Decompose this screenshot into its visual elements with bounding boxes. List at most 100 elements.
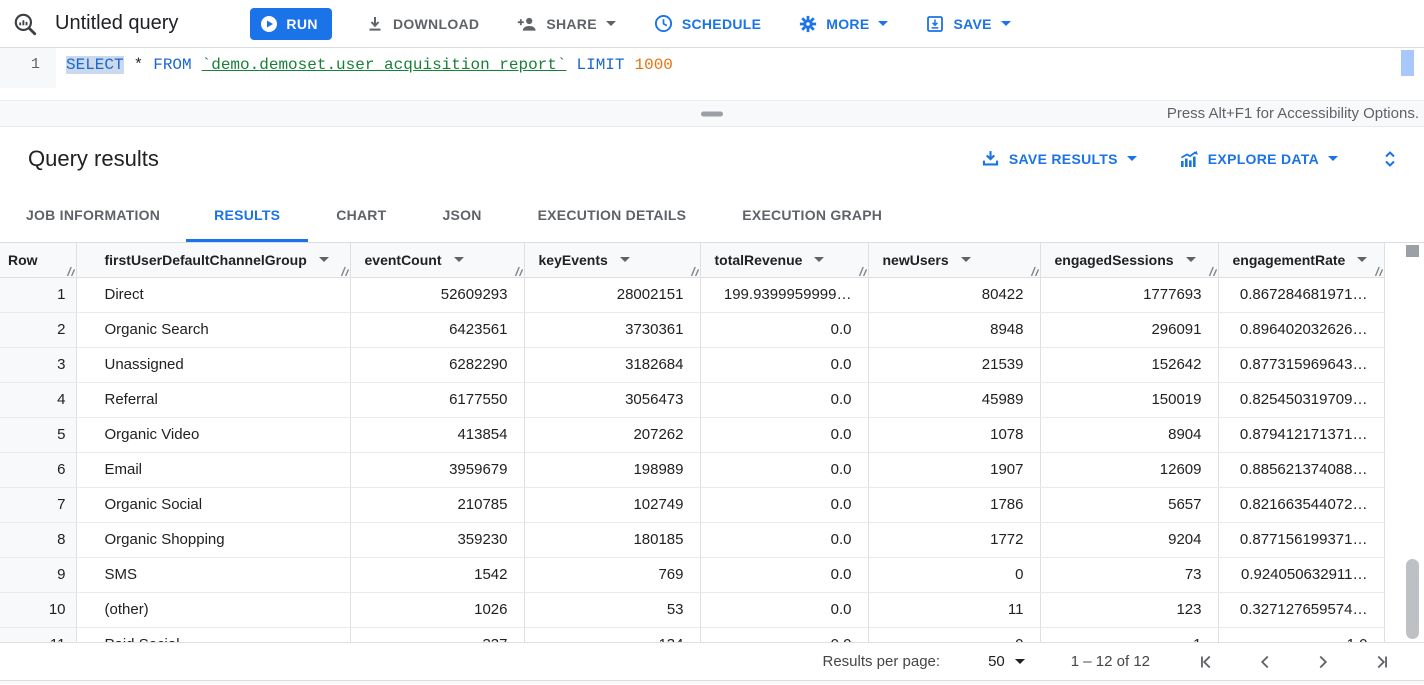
cell-engagementRate: 0.867284681971… xyxy=(1218,277,1385,313)
splitter-drag-handle[interactable] xyxy=(701,111,723,116)
last-page-button[interactable] xyxy=(1368,649,1394,675)
tab-chart[interactable]: CHART xyxy=(308,190,414,242)
expand-panel-button[interactable] xyxy=(1380,147,1400,171)
person-add-icon xyxy=(517,15,537,33)
tab-execution-graph[interactable]: EXECUTION GRAPH xyxy=(714,190,910,242)
cell-totalRevenue: 0.0 xyxy=(700,452,869,488)
table-row: 9 SMS 1542 769 0.0 0 73 0.924050632911… xyxy=(0,557,1385,593)
cell-keyEvents: 3182684 xyxy=(524,347,701,383)
last-page-icon xyxy=(1370,651,1392,673)
table-row: 6 Email 3959679 198989 0.0 1907 12609 0.8856213… xyxy=(0,452,1385,488)
cell-newUsers: 11 xyxy=(868,592,1041,628)
table-vertical-scrollbar[interactable] xyxy=(1405,243,1420,642)
download-button[interactable]: DOWNLOAD xyxy=(362,6,483,42)
tab-json[interactable]: JSON xyxy=(414,190,509,242)
column-dropdown-caret-icon[interactable] xyxy=(1357,257,1368,263)
column-header-firstUserDefaultChannelGroup[interactable]: firstUserDefaultChannelGroup xyxy=(76,243,351,278)
column-dropdown-caret-icon[interactable] xyxy=(453,257,464,263)
play-circle-icon xyxy=(260,15,278,33)
row-number-cell: 9 xyxy=(0,557,77,593)
sql-editor[interactable]: 1 SELECT * FROM `demo.demoset.user_acquisit… xyxy=(0,48,1424,88)
save-results-label: SAVE RESULTS xyxy=(1008,150,1118,167)
next-page-button[interactable] xyxy=(1310,649,1336,675)
page-size-value: 50 xyxy=(988,653,1005,670)
cell-engagedSessions: 1777693 xyxy=(1040,277,1219,313)
sql-keyword-select: SELECT xyxy=(66,56,124,74)
sql-code-line[interactable]: SELECT * FROM `demo.demoset.user_acquisitio… xyxy=(56,48,673,88)
cell-firstUserDefaultChannelGroup: Email xyxy=(76,452,351,488)
previous-page-button[interactable] xyxy=(1252,649,1278,675)
column-header-totalRevenue[interactable]: totalRevenue xyxy=(700,243,869,278)
column-header-eventCount[interactable]: eventCount xyxy=(350,243,525,278)
cell-eventCount: 1026 xyxy=(350,592,525,628)
first-page-button[interactable] xyxy=(1194,649,1220,675)
table-body: 1 Direct 52609293 28002151 199.9399959999… 80… xyxy=(0,277,1385,642)
cell-totalRevenue: 0.0 xyxy=(700,557,869,593)
tab-job-information[interactable]: JOB INFORMATION xyxy=(0,190,186,242)
scrollbar-top-segment[interactable] xyxy=(1406,245,1419,257)
column-header-engagementRate[interactable]: engagementRate xyxy=(1218,243,1385,278)
unfold-chevrons-icon xyxy=(1382,149,1398,169)
cell-newUsers: 45989 xyxy=(868,382,1041,418)
row-number-cell: 6 xyxy=(0,452,77,488)
cell-totalRevenue: 0.0 xyxy=(700,522,869,558)
editor-scrollbar-thumb[interactable] xyxy=(1401,50,1414,76)
page-size-select[interactable]: 50 xyxy=(988,653,1025,670)
cell-totalRevenue: 0.0 xyxy=(700,487,869,523)
cell-newUsers: 80422 xyxy=(868,277,1041,313)
column-dropdown-caret-icon[interactable] xyxy=(619,257,630,263)
share-button[interactable]: SHARE xyxy=(513,6,620,42)
cell-totalRevenue: 0.0 xyxy=(700,312,869,348)
column-dropdown-caret-icon[interactable] xyxy=(1185,257,1196,263)
column-label: eventCount xyxy=(364,251,442,268)
column-header-engagedSessions[interactable]: engagedSessions xyxy=(1040,243,1219,278)
cell-firstUserDefaultChannelGroup: SMS xyxy=(76,557,351,593)
column-resize-grip[interactable] xyxy=(65,266,75,276)
chevron-left-icon xyxy=(1254,651,1276,673)
editor-spacer xyxy=(0,88,1424,100)
column-resize-grip[interactable] xyxy=(1373,266,1383,276)
tab-results[interactable]: RESULTS xyxy=(186,190,309,242)
schedule-button[interactable]: SCHEDULE xyxy=(650,6,765,42)
scrollbar-thumb[interactable] xyxy=(1406,559,1419,639)
cell-engagedSessions: 123 xyxy=(1040,592,1219,628)
column-header-newUsers[interactable]: newUsers xyxy=(868,243,1041,278)
column-resize-grip[interactable] xyxy=(339,266,349,276)
table-row: 7 Organic Social 210785 102749 0.0 1786 5657 0.… xyxy=(0,487,1385,523)
explore-data-button[interactable]: EXPLORE DATA xyxy=(1179,150,1338,168)
column-dropdown-caret-icon[interactable] xyxy=(318,257,329,263)
more-label: MORE xyxy=(826,15,870,32)
run-button[interactable]: RUN xyxy=(250,7,332,40)
line-number-gutter: 1 xyxy=(0,48,56,88)
cell-eventCount: 413854 xyxy=(350,417,525,453)
column-resize-grip[interactable] xyxy=(689,266,699,276)
gear-icon xyxy=(799,15,817,33)
download-icon xyxy=(366,15,384,33)
cell-eventCount: 3959679 xyxy=(350,452,525,488)
row-number-cell: 1 xyxy=(0,277,77,313)
column-label: keyEvents xyxy=(538,251,608,268)
column-dropdown-caret-icon[interactable] xyxy=(814,257,825,263)
table-row: 11Paid Social3371340.0011.0 xyxy=(0,627,1385,642)
cell-keyEvents: 180185 xyxy=(524,522,701,558)
column-resize-grip[interactable] xyxy=(513,266,523,276)
query-results-title: Query results xyxy=(28,145,159,171)
column-resize-grip[interactable] xyxy=(1029,266,1039,276)
column-resize-grip[interactable] xyxy=(1207,266,1217,276)
column-resize-grip[interactable] xyxy=(857,266,867,276)
more-button[interactable]: MORE xyxy=(795,6,892,42)
save-button[interactable]: SAVE xyxy=(922,6,1014,42)
first-page-icon xyxy=(1196,651,1218,673)
column-header-keyEvents[interactable]: keyEvents xyxy=(524,243,701,278)
run-label: RUN xyxy=(286,15,318,32)
save-results-button[interactable]: SAVE RESULTS xyxy=(981,149,1137,168)
row-number-cell: 4 xyxy=(0,382,77,418)
cell-engagementRate: 0.885621374088… xyxy=(1218,452,1385,488)
chevron-down-icon xyxy=(878,21,889,26)
chevron-right-icon xyxy=(1312,651,1334,673)
row-number-cell: 11 xyxy=(0,627,77,642)
column-dropdown-caret-icon[interactable] xyxy=(960,257,971,263)
chevron-down-icon xyxy=(605,21,616,26)
tab-execution-details[interactable]: EXECUTION DETAILS xyxy=(510,190,715,242)
sql-table-reference[interactable]: `demo.demoset.user_acquisition_report` xyxy=(201,56,567,74)
